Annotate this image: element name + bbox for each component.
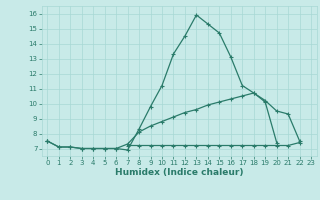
X-axis label: Humidex (Indice chaleur): Humidex (Indice chaleur) xyxy=(115,168,244,177)
